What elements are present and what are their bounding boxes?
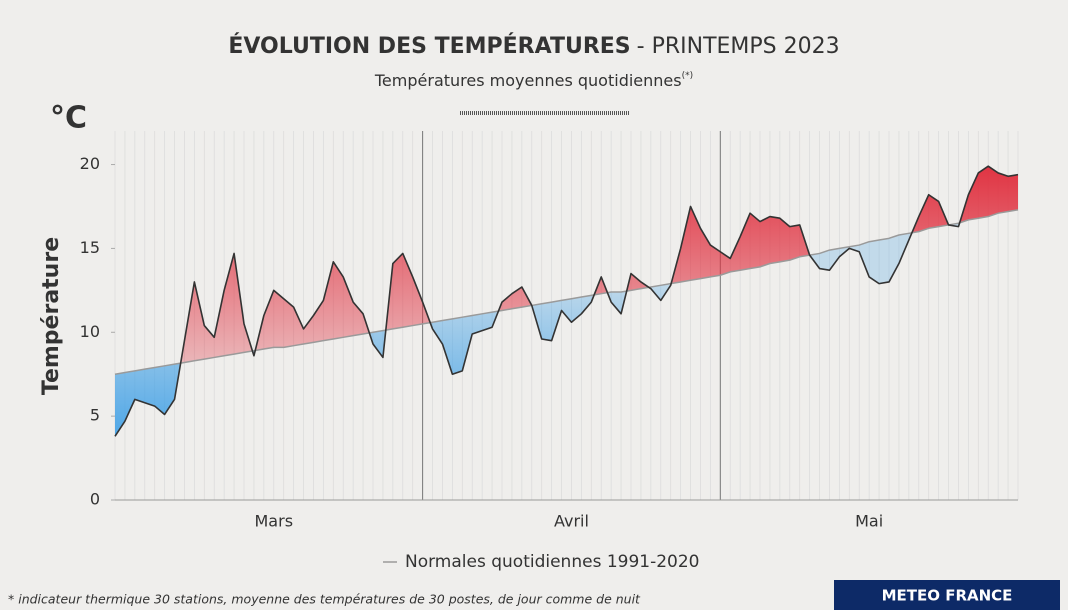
logo-box <box>834 580 1060 610</box>
title-suffix: - PRINTEMPS 2023 <box>637 34 840 59</box>
y-tick-label: 10 <box>80 322 100 341</box>
y-tick-label: 5 <box>90 406 100 425</box>
x-tick-label: Avril <box>554 512 589 531</box>
x-tick-label: Mars <box>255 512 294 531</box>
y-tick-label: 20 <box>80 154 100 173</box>
unit-label: °C <box>50 101 87 136</box>
chart-title: ÉVOLUTION DES TEMPÉRATURES - PRINTEMPS 20… <box>228 33 839 59</box>
x-tick-label: Mai <box>855 512 883 531</box>
y-tick-label: 15 <box>80 238 100 257</box>
anomaly-below <box>115 209 1018 437</box>
footnote: * indicateur thermique 30 stations, moye… <box>8 592 641 607</box>
subtitle: Températures moyennes quotidiennes(*) <box>374 71 693 90</box>
y-axis-label: Température <box>39 237 64 395</box>
temperature-line <box>114 165 1019 437</box>
logo-text: METEO FRANCE <box>882 587 1013 605</box>
normals-line <box>114 209 1019 375</box>
y-tick-label: 0 <box>90 490 100 509</box>
subtitle-text: Températures moyennes quotidiennes <box>374 71 682 90</box>
plot-area: 0 5 10 15 20 Mars Avril Mai <box>80 131 1019 531</box>
subtitle-note: (*) <box>682 71 694 81</box>
title-main: ÉVOLUTION DES TEMPÉRATURES <box>228 33 630 59</box>
legend-label: Normales quotidiennes 1991-2020 <box>405 552 700 572</box>
